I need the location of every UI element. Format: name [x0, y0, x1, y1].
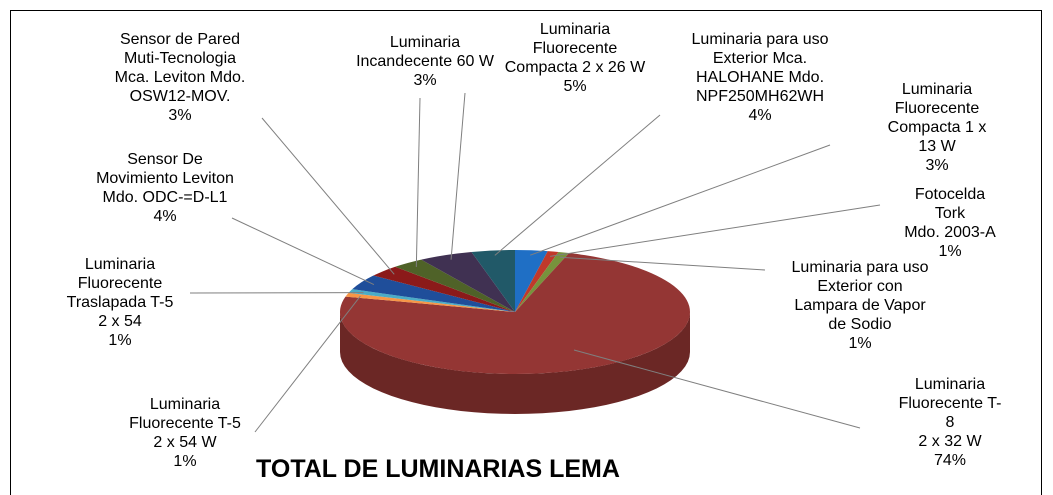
value-label: 3% [925, 157, 949, 174]
leader-line [494, 114, 661, 256]
value-label: 4% [748, 107, 772, 124]
category-label: Luminaria Fluorecente Compacta 1 x 13 W [887, 81, 987, 155]
leader-line [415, 97, 421, 267]
pie-slice [471, 250, 515, 312]
value-label: 1% [173, 453, 197, 470]
pie-slice [352, 275, 515, 312]
data-label: Luminaria Fluorecente T-8 2 x 32 W 74% [899, 375, 1002, 470]
category-label: Luminaria Fluorecente Traslapada T-5 2 x… [66, 256, 174, 330]
pie-slice [515, 251, 559, 312]
pie-slice [345, 292, 515, 312]
pie-slice [515, 250, 548, 312]
value-label: 1% [108, 332, 132, 349]
value-label: 4% [153, 208, 177, 225]
value-label: 1% [848, 335, 872, 352]
chart-title: TOTAL DE LUMINARIAS LEMA [256, 455, 620, 483]
slice-side [340, 312, 690, 414]
value-label: 3% [413, 72, 437, 89]
data-label: Luminaria Fluorecente Compacta 2 x 26 W 5… [505, 20, 646, 96]
category-label: Sensor de Pared Muti-Tecnologia Mca. Lev… [114, 31, 246, 105]
category-label: Luminaria para uso Exterior con Lampara … [791, 259, 929, 333]
value-label: 5% [563, 78, 587, 95]
pie-slice [348, 289, 515, 312]
category-label: Luminaria Fluorecente T-5 2 x 54 W [129, 396, 241, 451]
category-label: Luminaria para uso Exterior Mca. HALOHAN… [691, 31, 829, 105]
value-label: 1% [938, 243, 962, 260]
data-label: Luminaria Fluorecente Compacta 1 x 13 W 3… [879, 80, 995, 175]
pie-slice [395, 259, 515, 312]
chart-frame [10, 10, 1042, 495]
data-label: Sensor De Movimiento Leviton Mdo. ODC-=D… [96, 150, 234, 226]
pie-slice [340, 253, 690, 374]
data-label: Sensor de Pared Muti-Tecnologia Mca. Lev… [115, 30, 246, 125]
category-label: Luminaria Fluorecente Compacta 2 x 26 W [504, 21, 646, 76]
category-label: Luminaria Incandecente 60 W [356, 34, 494, 70]
data-label: Fotocelda Tork Mdo. 2003-A 1% [899, 185, 1002, 261]
data-label: Luminaria Fluorecente T-5 2 x 54 W 1% [129, 395, 241, 471]
category-label: Fotocelda Tork Mdo. 2003-A [904, 186, 996, 241]
leader-line [231, 217, 375, 285]
pie-slice [421, 251, 515, 312]
category-label: Sensor De Movimiento Leviton Mdo. ODC-=D… [96, 151, 234, 206]
leader-line [529, 144, 831, 256]
data-label: Luminaria Fluorecente Traslapada T-5 2 x… [67, 255, 174, 350]
data-label: Luminaria Incandecente 60 W 3% [356, 33, 494, 90]
leader-line [261, 117, 395, 275]
value-label: 74% [933, 452, 967, 469]
data-label: Luminaria para uso Exterior con Lampara … [792, 258, 929, 353]
leader-line [573, 349, 861, 429]
pie-slice [373, 266, 515, 312]
leader-line [254, 295, 361, 433]
value-label: 3% [168, 107, 192, 124]
pie-slice [515, 251, 570, 312]
category-label: Luminaria Fluorecente T-8 2 x 32 W [898, 376, 1002, 450]
data-label: Luminaria para uso Exterior Mca. HALOHAN… [692, 30, 829, 125]
leader-line [550, 204, 881, 257]
leader-line [559, 256, 766, 271]
leader-line [450, 92, 466, 260]
